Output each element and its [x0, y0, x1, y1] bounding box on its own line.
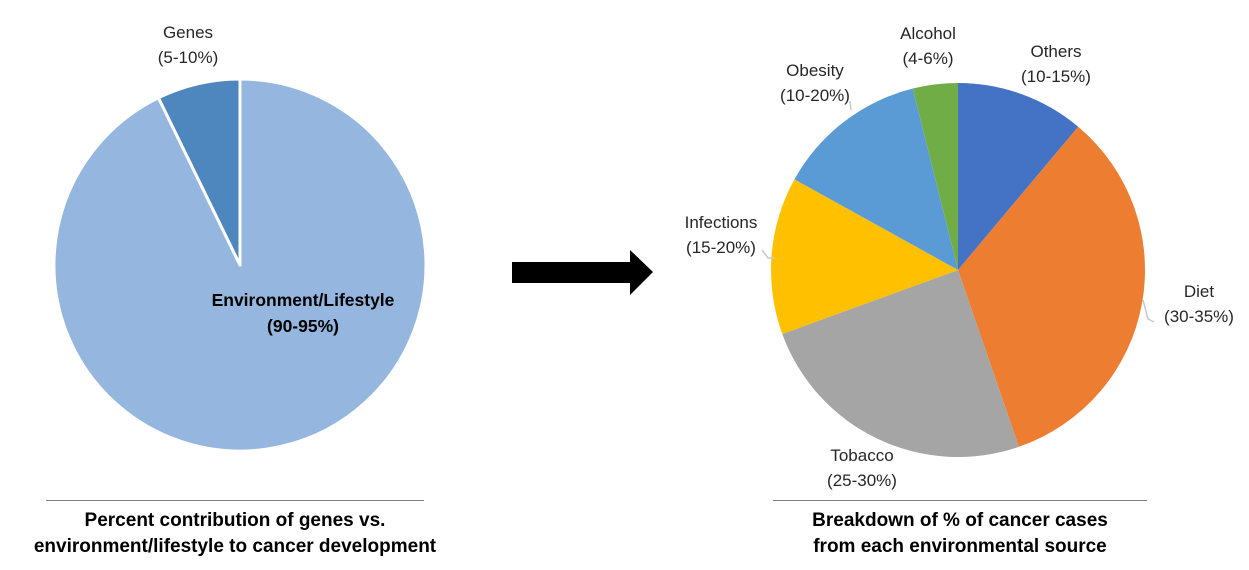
obesity-leader-tick: [849, 100, 852, 111]
others-slice-label-range: (10-15%): [1021, 67, 1091, 86]
right-caption-line-2: from each environmental source: [813, 536, 1107, 557]
alcohol-slice-label-range: (4-6%): [902, 49, 954, 68]
left-caption-line-2: environment/lifestyle to cancer developm…: [33, 536, 437, 557]
environment-slice-label: Environment/Lifestyle (90-95%): [212, 287, 395, 339]
diet-leader-line: [1142, 299, 1155, 323]
infections-leader-line: [761, 249, 775, 259]
pie-slice-genes: [156, 77, 242, 267]
infections-slice-label-range: (15-20%): [686, 238, 756, 257]
genes-slice-label-name: Genes: [162, 23, 214, 42]
left-caption-rule: [46, 500, 424, 501]
pie-slice-tobacco: [782, 270, 1019, 457]
genes-slice-label: Genes (5-10%): [158, 20, 218, 70]
environment-slice-label-name: Environment/Lifestyle: [211, 290, 395, 310]
infections-slice-label: Infections (15-20%): [685, 210, 758, 260]
pie-slice-alcohol: [912, 83, 958, 270]
diet-slice-label: Diet (30-35%): [1164, 279, 1234, 329]
tobacco-slice-label: Tobacco (25-30%): [827, 443, 897, 493]
obesity-slice-label-name: Obesity: [786, 61, 844, 80]
alcohol-slice-label-name: Alcohol: [900, 24, 956, 43]
environmental-sources-pie: [771, 83, 1145, 457]
tobacco-slice-label-name: Tobacco: [830, 446, 894, 465]
tobacco-slice-label-range: (25-30%): [827, 471, 897, 490]
right-chart-caption: Breakdown of % of cancer cases from each…: [735, 500, 1185, 560]
diet-slice-label-name: Diet: [1183, 282, 1215, 301]
pie-slice-obesity: [794, 88, 958, 270]
pie-slice-others: [958, 83, 1079, 270]
right-caption-line-1: Breakdown of % of cancer cases: [812, 510, 1108, 531]
left-chart-caption: Percent contribution of genes vs. enviro…: [10, 500, 460, 560]
environment-slice-label-range: (90-95%): [267, 316, 339, 336]
right-arrow-icon: [512, 250, 653, 295]
right-caption-rule: [773, 500, 1147, 501]
pie-slice-diet: [958, 126, 1145, 447]
pie-slice-infections: [771, 179, 958, 334]
left-caption-line-1: Percent contribution of genes vs.: [84, 510, 386, 531]
genes-slice-label-range: (5-10%): [157, 48, 219, 67]
alcohol-slice-label: Alcohol (4-6%): [900, 21, 956, 71]
obesity-slice-label-range: (10-20%): [780, 86, 850, 105]
infections-slice-label-name: Infections: [684, 213, 758, 232]
others-slice-label-name: Others: [1030, 42, 1082, 61]
obesity-slice-label: Obesity (10-20%): [780, 58, 850, 108]
others-slice-label: Others (10-15%): [1021, 39, 1091, 89]
genes-vs-environment-pie: [52, 77, 428, 453]
diet-slice-label-range: (30-35%): [1164, 307, 1234, 326]
